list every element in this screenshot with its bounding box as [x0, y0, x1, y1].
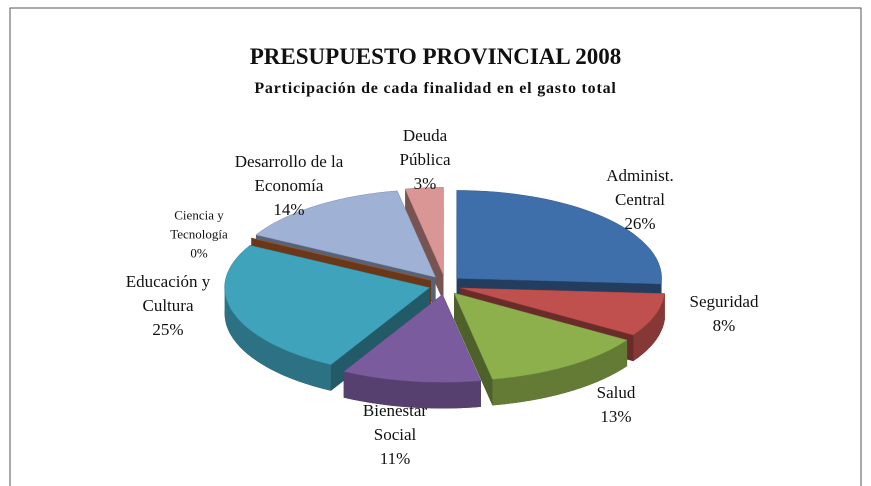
pie-slice [460, 287, 666, 336]
percent-label: 0% [190, 245, 208, 261]
slice-label: Bienestar Social 11% [340, 399, 450, 471]
slice-label: Educación y Cultura 25% [113, 270, 223, 342]
chart-title: PRESUPUESTO PROVINCIAL 2008 [249, 44, 622, 69]
frame [9, 7, 862, 486]
category-name: Deuda Pública [399, 126, 451, 169]
percent-label: 8% [712, 316, 736, 335]
category-name: Seguridad [689, 292, 759, 311]
chart-subtitle: Participación de cada finalidad en el ga… [254, 80, 617, 97]
slice-label: Administ. Central 26% [580, 164, 700, 236]
percent-label: 25% [152, 320, 184, 339]
category-name: Salud [596, 383, 636, 402]
pie-slice [224, 245, 431, 366]
category-name: Ciencia y Tecnología [170, 207, 228, 242]
percent-label: 26% [624, 214, 656, 233]
percent-label: 11% [379, 449, 411, 468]
slice-label: Salud 13% [576, 381, 656, 429]
slice-wall [492, 340, 628, 406]
category-name: Desarrollo de la Economía [234, 152, 344, 195]
slice-label: Desarrollo de la Economía 14% [227, 150, 352, 222]
slice-label: Seguridad 8% [674, 290, 774, 338]
pie-slice [255, 190, 437, 278]
pie-slice [251, 237, 432, 281]
category-name: Bienestar Social [362, 401, 428, 444]
slice-label: Ciencia y Tecnología 0% [152, 206, 247, 263]
category-name: Educación y Cultura [125, 272, 211, 315]
percent-label: 13% [600, 407, 632, 426]
percent-label: 3% [413, 174, 437, 193]
pie-slice [453, 292, 628, 380]
slice-wall [633, 293, 665, 362]
slice-wall [343, 371, 481, 409]
category-name: Administ. Central [606, 166, 674, 209]
slice-side [453, 292, 493, 406]
pie-slice [456, 190, 662, 285]
pie-slice [404, 187, 444, 276]
slice-wall [224, 287, 331, 391]
slice-label: Deuda Pública 3% [385, 124, 465, 196]
pie-slice [343, 294, 482, 383]
percent-label: 14% [273, 200, 305, 219]
